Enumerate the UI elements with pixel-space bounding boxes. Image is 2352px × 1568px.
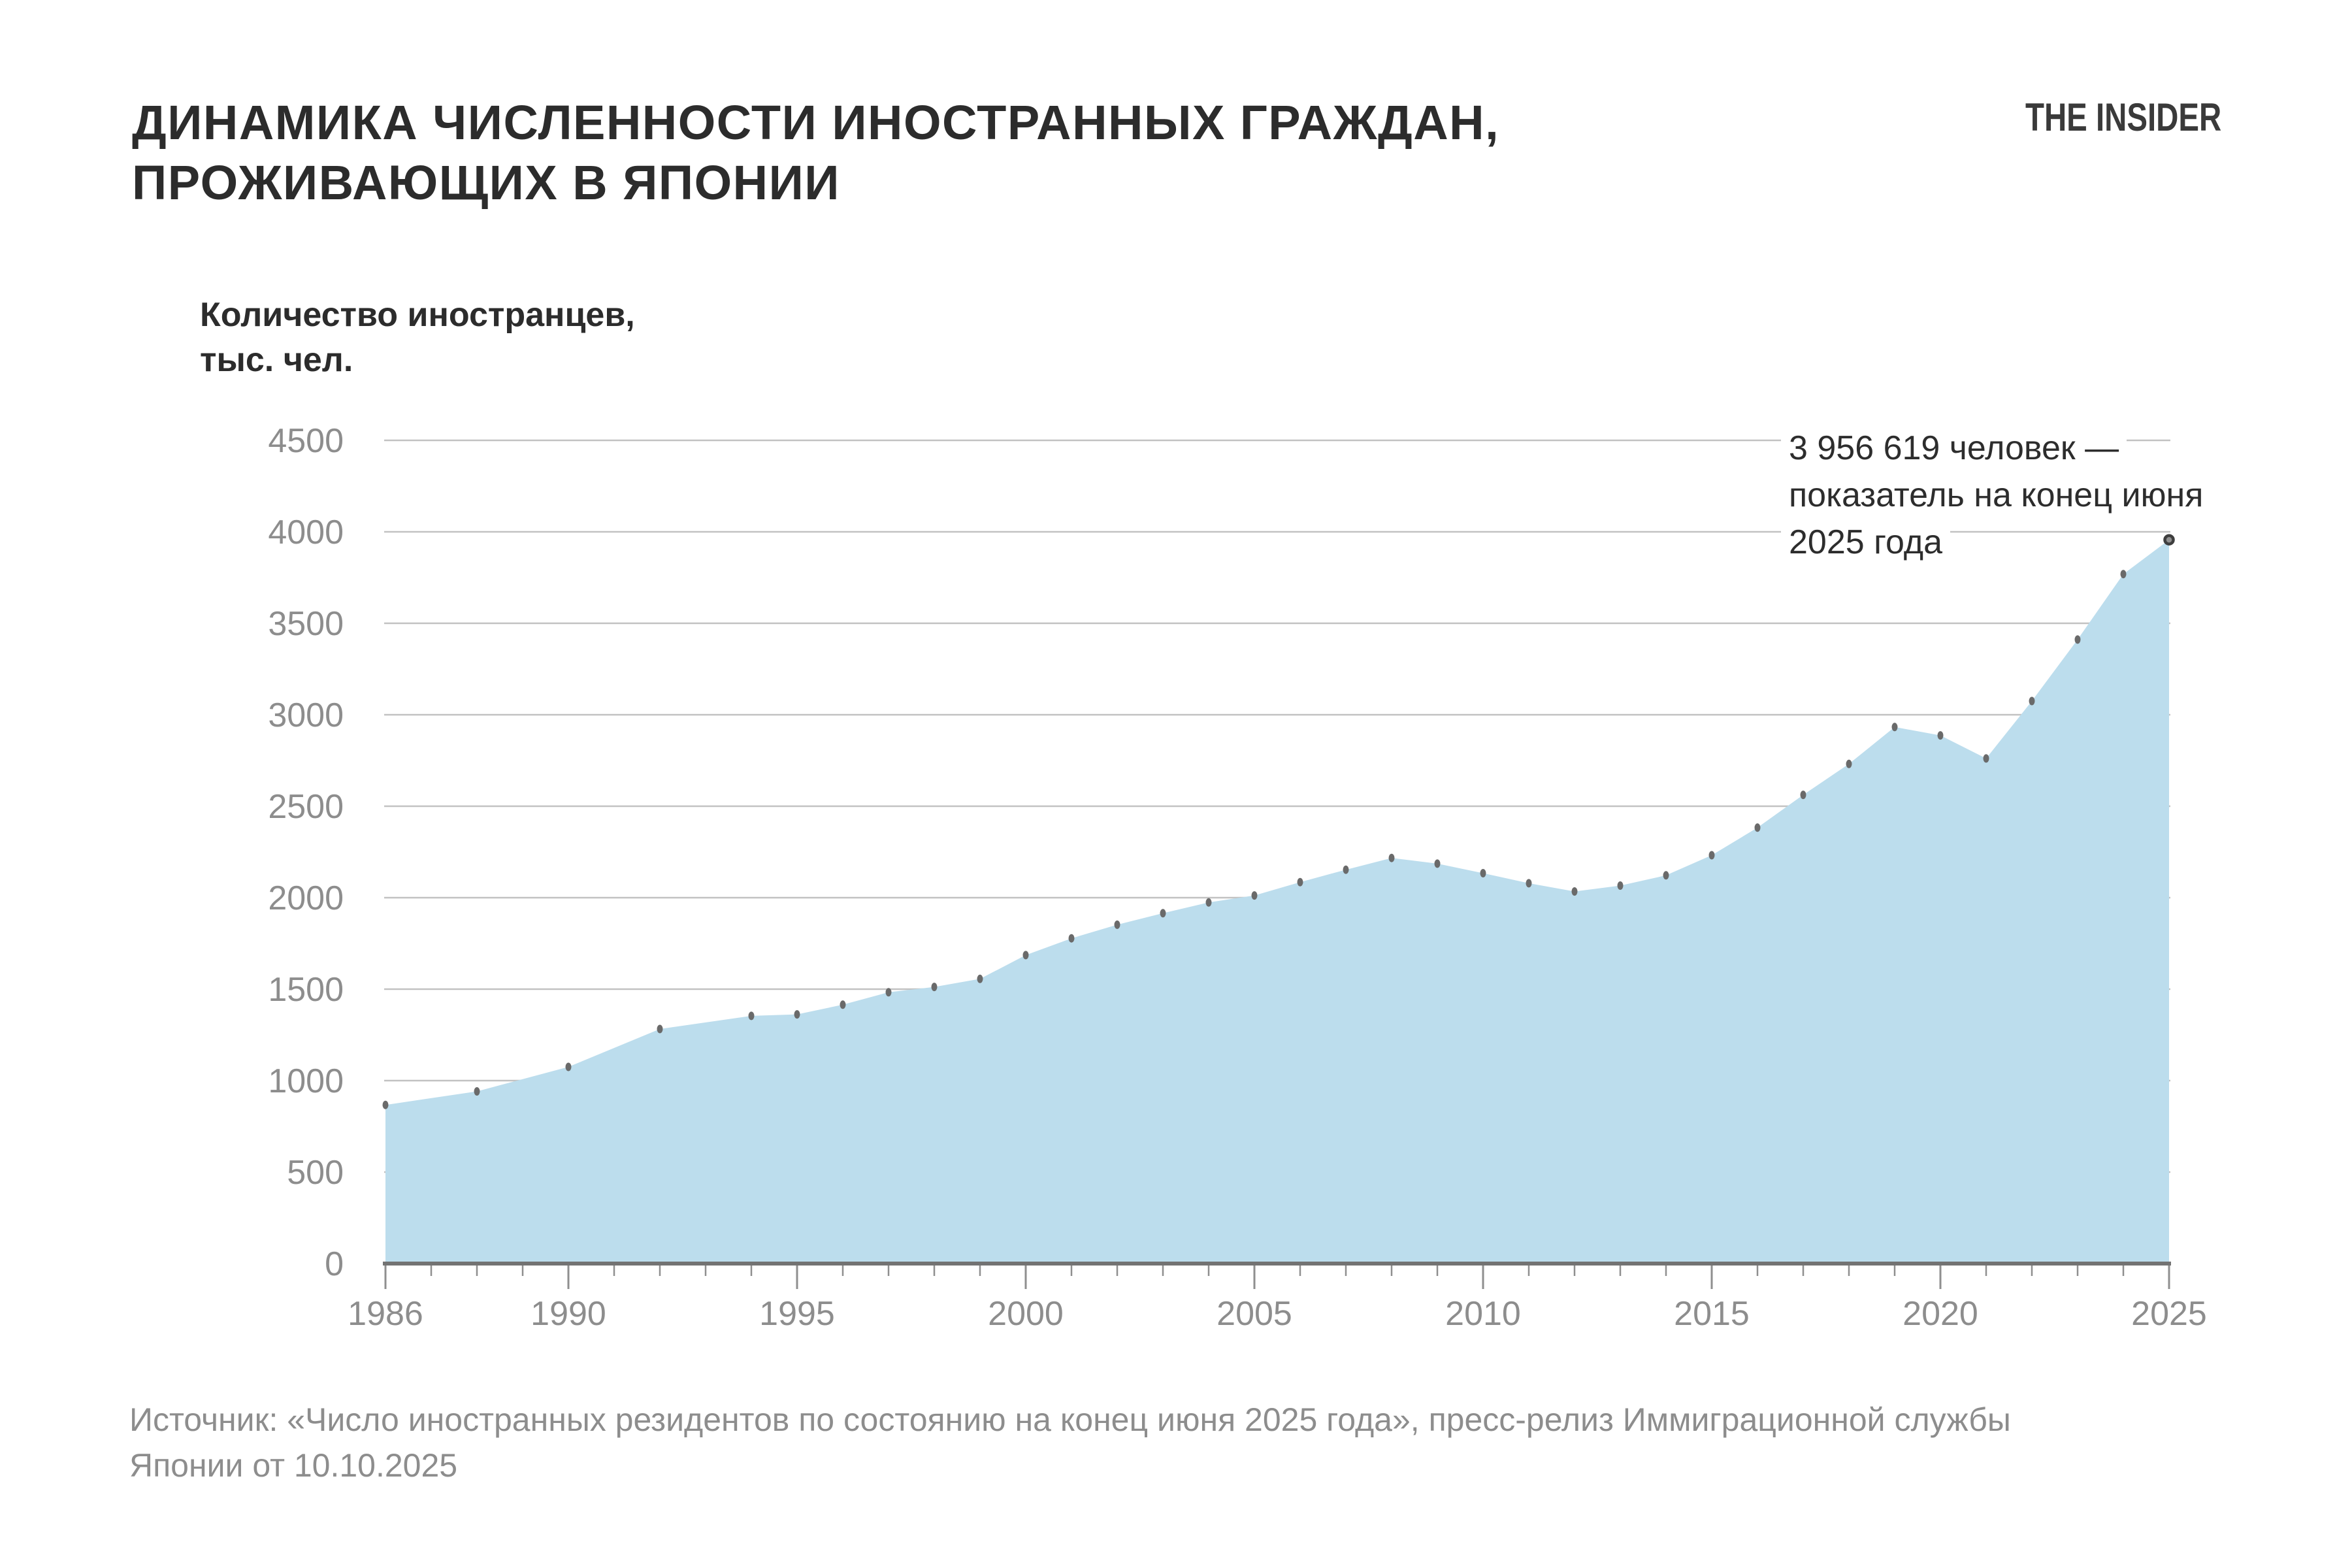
data-point-2002 xyxy=(1114,920,1120,929)
y-tick-label-3000: 3000 xyxy=(268,696,344,734)
y-axis-title-line1: Количество иностранцев, xyxy=(200,296,635,334)
data-point-2016 xyxy=(1754,823,1761,832)
data-point-2006 xyxy=(1297,877,1303,887)
data-point-1996 xyxy=(840,1000,846,1009)
y-tick-label-2000: 2000 xyxy=(268,879,344,917)
data-point-2004 xyxy=(1205,898,1212,907)
annotation-line3: 2025 года xyxy=(1781,519,1950,566)
data-point-2017 xyxy=(1800,791,1806,800)
the-insider-logo: THE INSIDER xyxy=(2025,95,2222,139)
data-point-2022 xyxy=(2029,696,2035,706)
data-point-2009 xyxy=(1434,859,1441,868)
y-tick-label-4000: 4000 xyxy=(268,514,344,551)
x-tick-label-1995: 1995 xyxy=(759,1295,835,1333)
y-tick-label-4500: 4500 xyxy=(268,422,344,460)
area-fill xyxy=(385,540,2169,1264)
source-line1: Источник: «Число иностранных резидентов … xyxy=(129,1401,2011,1438)
data-point-2014 xyxy=(1663,871,1669,880)
data-point-2024 xyxy=(2120,570,2127,579)
page-title: ДИНАМИКА ЧИСЛЕННОСТИ ИНОСТРАННЫХ ГРАЖДАН… xyxy=(132,93,1499,213)
data-point-2008 xyxy=(1388,853,1395,862)
data-point-1992 xyxy=(657,1024,663,1034)
data-point-1995 xyxy=(794,1010,800,1019)
data-point-2020 xyxy=(1937,731,1944,740)
y-tick-label-1500: 1500 xyxy=(268,971,344,1009)
source-line2: Японии от 10.10.2025 xyxy=(129,1447,458,1484)
data-point-2012 xyxy=(1571,887,1578,896)
y-tick-label-500: 500 xyxy=(287,1154,344,1192)
data-point-1988 xyxy=(474,1087,480,1096)
y-axis-title: Количество иностранцев, тыс. чел. xyxy=(200,293,635,383)
x-tick-label-2010: 2010 xyxy=(1445,1295,1521,1333)
y-axis-title-line2: тыс. чел. xyxy=(200,341,353,379)
x-tick-label-2020: 2020 xyxy=(1903,1295,1978,1333)
data-point-2003 xyxy=(1160,909,1166,918)
x-tick-label-1986: 1986 xyxy=(348,1295,423,1333)
source-note: Источник: «Число иностранных резидентов … xyxy=(129,1397,2011,1488)
page-title-line1: ДИНАМИКА ЧИСЛЕННОСТИ ИНОСТРАННЫХ ГРАЖДАН… xyxy=(132,95,1500,150)
x-tick-label-2025: 2025 xyxy=(2131,1295,2207,1333)
highlighted-last-point-2025 xyxy=(2163,534,2175,546)
x-tick-label-2015: 2015 xyxy=(1674,1295,1750,1333)
x-tick-label-1990: 1990 xyxy=(531,1295,606,1333)
data-point-1994 xyxy=(748,1011,755,1021)
data-point-1986 xyxy=(382,1100,389,1109)
data-point-1997 xyxy=(885,988,892,997)
page-title-line2: ПРОЖИВАЮЩИХ В ЯПОНИИ xyxy=(132,155,840,210)
data-point-1999 xyxy=(977,974,983,983)
y-tick-label-0: 0 xyxy=(325,1245,344,1283)
data-point-2015 xyxy=(1708,851,1715,860)
y-tick-label-1000: 1000 xyxy=(268,1062,344,1100)
data-point-1998 xyxy=(931,983,938,992)
data-point-2011 xyxy=(1526,879,1532,888)
data-point-1990 xyxy=(565,1062,572,1071)
data-point-2013 xyxy=(1617,881,1624,890)
annotation-line1: 3 956 619 человек — xyxy=(1781,425,2127,472)
y-tick-label-3500: 3500 xyxy=(268,605,344,643)
data-point-2021 xyxy=(1983,754,1989,763)
x-tick-label-2005: 2005 xyxy=(1217,1295,1292,1333)
y-tick-label-2500: 2500 xyxy=(268,788,344,826)
data-point-2023 xyxy=(2074,635,2081,644)
data-point-2007 xyxy=(1343,865,1349,874)
data-point-2010 xyxy=(1480,869,1486,877)
data-point-2001 xyxy=(1068,934,1075,943)
last-point-annotation: 3 956 619 человек — показатель на конец … xyxy=(1781,425,2212,566)
data-point-2005 xyxy=(1251,891,1258,900)
data-point-2000 xyxy=(1022,951,1029,960)
annotation-line2: показатель на конец июня xyxy=(1781,472,2212,519)
data-point-2018 xyxy=(1846,759,1852,768)
data-point-2019 xyxy=(1891,723,1898,732)
x-tick-label-2000: 2000 xyxy=(988,1295,1064,1333)
